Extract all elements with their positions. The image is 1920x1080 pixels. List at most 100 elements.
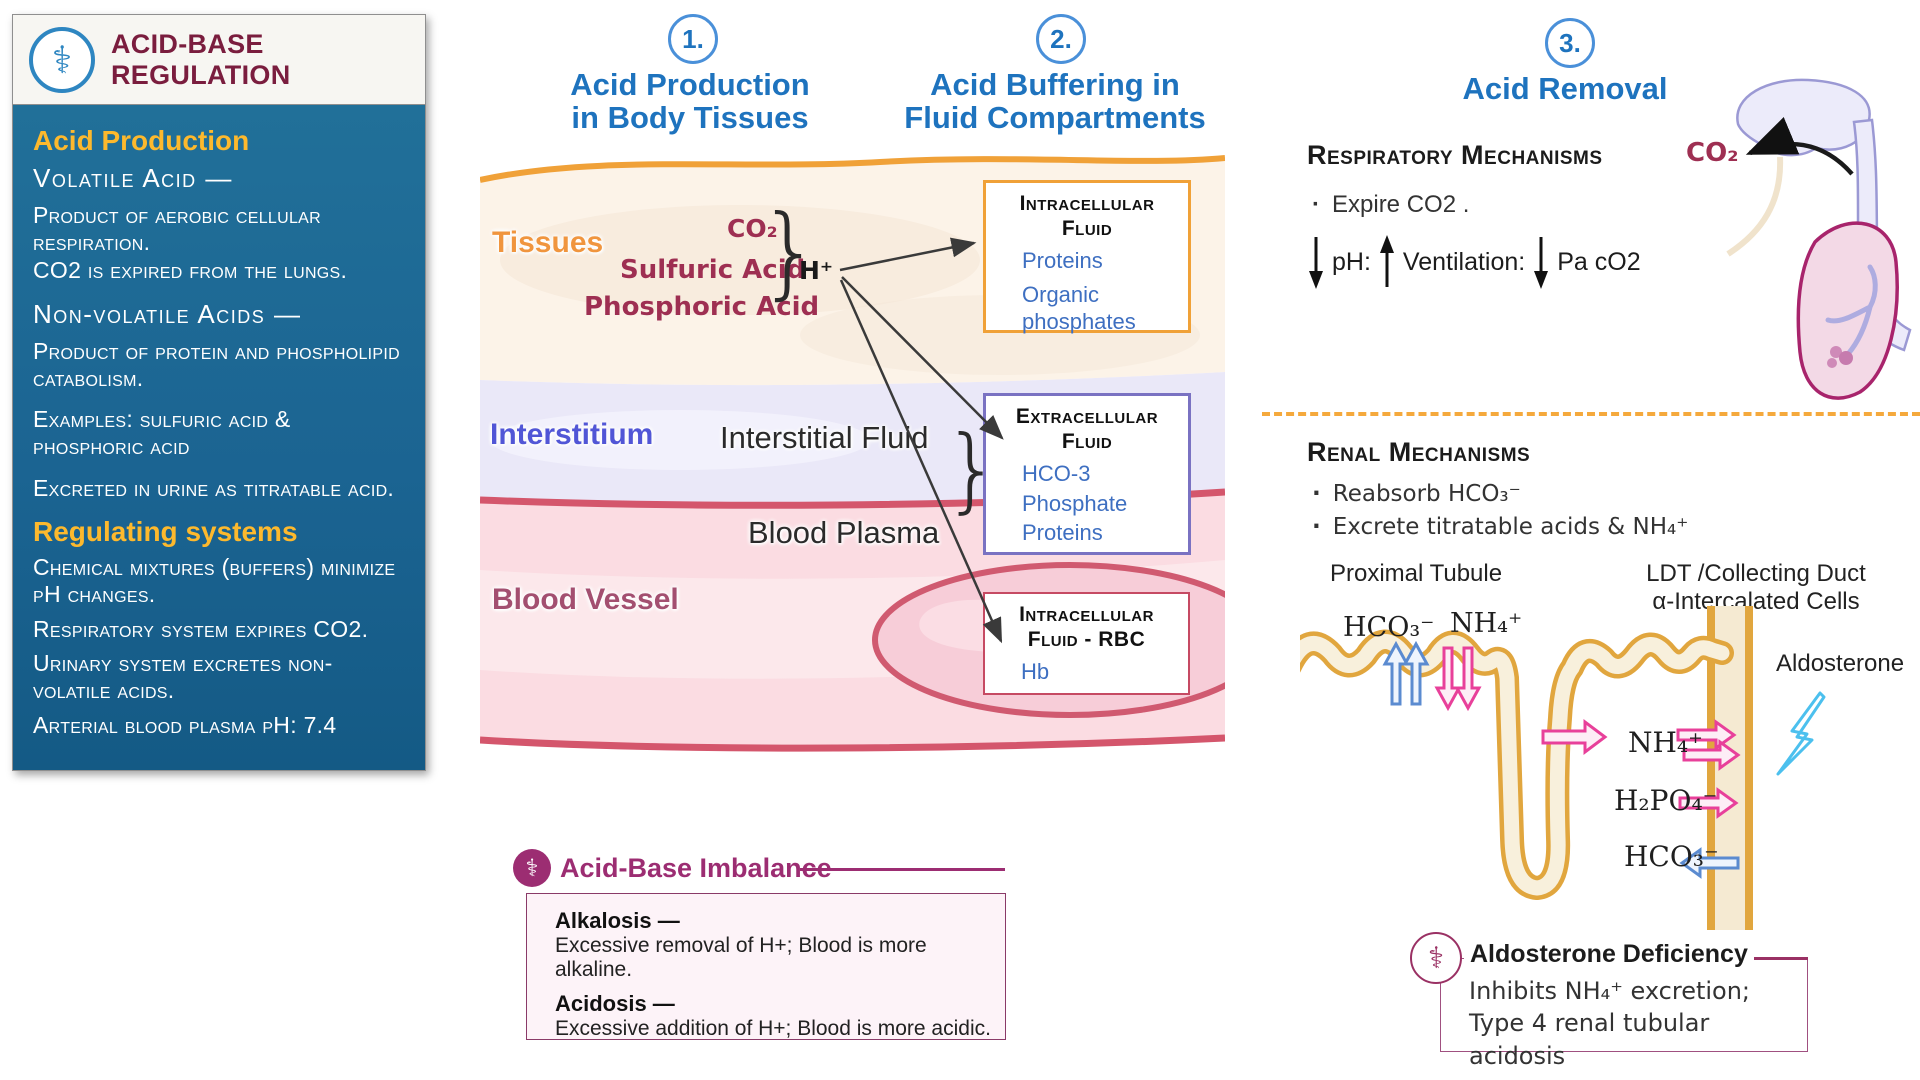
vessel-bottom-wall — [480, 734, 1225, 752]
section-2-number: 2. — [1036, 14, 1086, 64]
nonvolatile-text-1: Product of protein and phospholipid cata… — [33, 338, 400, 391]
sidebar-title: ACID-BASE REGULATION — [111, 28, 291, 90]
h2po4-excrete-arrow — [1678, 787, 1739, 819]
aldosterone-lightning-icon — [1776, 691, 1826, 776]
hco3-reabsorb-arrows — [1382, 640, 1430, 706]
caduceus-glyph: ⚕ — [525, 854, 539, 882]
acid-production-heading: Acid Production — [33, 125, 250, 156]
volatile-acid-text-2: CO2 is expired from the lungs. — [33, 257, 348, 284]
icf-item-organic-phosphates: Organic phosphates — [1022, 281, 1136, 335]
bullet-marker: · — [1312, 514, 1321, 540]
regulating-text-4: Arterial blood plasma pH: 7.4 — [33, 711, 337, 738]
rbc-item-hb: Hb — [1021, 659, 1050, 685]
h-plus-label: H⁺ — [799, 256, 834, 285]
icf-box-title: Intracellular Fluid — [1019, 192, 1155, 241]
collecting-duct-label: LDT /Collecting Duct α-Intercalated Cell… — [1625, 560, 1887, 615]
volatile-acid-heading: Volatile Acid — — [33, 163, 233, 193]
ph-down-arrow-icon — [1309, 237, 1323, 289]
section-1-title: Acid Production in Body Tissues — [570, 67, 810, 136]
nasal-cavity — [1736, 78, 1871, 157]
aldosterone-deficiency-box: Inhibits NH₄⁺ excretion; Type 4 renal tu… — [1440, 958, 1808, 1070]
hco3-exchange-arrow — [1679, 847, 1740, 879]
acidosis-term: Acidosis — — [555, 991, 675, 1016]
rbc-fluid-box: Intracellular Fluid - RBC Hb — [983, 592, 1190, 695]
sulfuric-acid-label: Sulfuric Acid — [620, 255, 806, 285]
section-divider — [1262, 412, 1920, 416]
aldosterone-title-rule — [1730, 957, 1808, 960]
alkalosis-term: Alkalosis — — [555, 908, 680, 933]
hco3-exchange-label: HCO₃⁻ — [1624, 840, 1719, 873]
ventilation-label: Ventilation: — [1402, 247, 1526, 276]
ecf-item-phosphate: Phosphate — [1022, 490, 1128, 516]
rbc-box-title: Intracellular Fluid - RBC — [1019, 603, 1154, 652]
regulating-text-2: Respiratory system expires CO2. — [33, 615, 369, 642]
imbalance-box: Alkalosis — Excessive removal of H+; Blo… — [526, 893, 1006, 1040]
tissue-top-membrane — [480, 155, 1225, 183]
aldosterone-line-1: Inhibits NH₄⁺ excretion; — [1469, 977, 1751, 1005]
aldosterone-line-2: Type 4 renal tubular acidosis — [1469, 1009, 1710, 1070]
aldosterone-deficiency-title: Aldosterone Deficiency — [1464, 940, 1754, 969]
acidosis-definition: Excessive addition of H+; Blood is more … — [555, 1017, 991, 1040]
hco3-reabsorb-label: HCO₃⁻ — [1343, 612, 1435, 643]
h2po4-excrete-label: H₂PO₄⁻ — [1614, 784, 1718, 817]
renal-mechanisms-heading: Renal Mechanisms — [1307, 437, 1531, 467]
neck-line — [1726, 156, 1784, 257]
alveoli-cluster — [1827, 358, 1837, 368]
expire-co2-text: Expire CO2 . — [1332, 191, 1470, 218]
aldosterone-caduceus-icon: ⚕ — [1410, 932, 1462, 984]
section-1-number: 1. — [668, 14, 718, 64]
bronchi — [1825, 264, 1878, 357]
ventilation-up-arrow-icon — [1379, 235, 1394, 287]
expired-co2-label: CO₂ — [1686, 138, 1739, 168]
imbalance-title-rule — [800, 868, 1005, 871]
alkalosis-definition: Excessive removal of H+; Blood is more a… — [555, 934, 927, 981]
interstitium-swirl — [490, 410, 870, 470]
imbalance-title: Acid-Base Imbalance — [560, 853, 832, 883]
interstitial-fluid-label: Interstitial Fluid — [720, 420, 929, 455]
proximal-tubule-label: Proximal Tubule — [1330, 560, 1503, 587]
caduceus-glyph: ⚕ — [51, 37, 73, 82]
expire-co2-bullet: · Expire CO2 . — [1312, 191, 1469, 219]
caduceus-glyph: ⚕ — [1427, 940, 1445, 976]
respiratory-mechanisms-heading: Respiratory Mechanisms — [1307, 140, 1603, 170]
volatile-acid-text-1: Product of aerobic cellular respiration. — [33, 202, 321, 255]
ph-label: pH: — [1332, 247, 1371, 276]
acids-brace: } — [758, 193, 822, 310]
excrete-bullet: · Excrete titratable acids & NH₄⁺ — [1312, 514, 1688, 540]
sidebar: ⚕ ACID-BASE REGULATION Acid Production V… — [12, 14, 426, 771]
caduceus-icon: ⚕ — [29, 26, 95, 93]
sidebar-header: ⚕ ACID-BASE REGULATION — [13, 15, 425, 105]
duct-label-line-2: α-Intercalated Cells — [1652, 587, 1860, 615]
tubule-inner — [1300, 634, 1730, 896]
bullet-marker: · — [1312, 481, 1321, 507]
paco2-down-arrow-icon — [1534, 237, 1549, 289]
bullet-marker: · — [1312, 191, 1320, 218]
section-2-title: Acid Buffering in Fluid Compartments — [904, 67, 1206, 136]
regulating-text-3: Urinary system excretes non-volatile aci… — [33, 650, 333, 704]
interstitium-label: Interstitium — [490, 418, 654, 451]
paco2-label: Pa cO2 — [1557, 247, 1641, 276]
intracellular-fluid-box: Intracellular Fluid Proteins Organic pho… — [983, 180, 1191, 335]
imbalance-caduceus-icon: ⚕ — [513, 849, 551, 887]
icf-item-proteins: Proteins — [1022, 248, 1103, 274]
lung — [1796, 221, 1899, 400]
nh4-flow-arrow — [1541, 719, 1608, 755]
nephron-illustration — [1300, 606, 1826, 930]
phosphoric-acid-label: Phosphoric Acid — [584, 292, 820, 322]
ecf-item-hco3: HCO-3 — [1022, 461, 1091, 487]
nh4-excrete-arrows — [1676, 719, 1741, 771]
nh4-excrete-label: NH₄⁺ — [1628, 726, 1703, 759]
sidebar-body: Acid Production Volatile Acid — Product … — [13, 105, 425, 770]
regulating-text-1: Chemical mixtures (buffers) minimize pH … — [33, 554, 396, 608]
nonvolatile-acids-heading: Non-volatile Acids — — [33, 299, 302, 330]
nh4-secrete-arrows — [1434, 646, 1482, 712]
alveoli-cluster — [1830, 346, 1842, 358]
section-3-title: Acid Removal — [1462, 71, 1668, 106]
reabsorb-hco3-text: Reabsorb HCO₃⁻ — [1332, 481, 1521, 507]
section-3-number: 3. — [1545, 18, 1595, 68]
regulating-systems-heading: Regulating systems — [33, 516, 298, 548]
tissues-label: Tissues — [492, 226, 604, 259]
ecf-box-title: Extracellular Fluid — [1015, 405, 1159, 454]
aldosterone-label: Aldosterone — [1776, 650, 1905, 677]
